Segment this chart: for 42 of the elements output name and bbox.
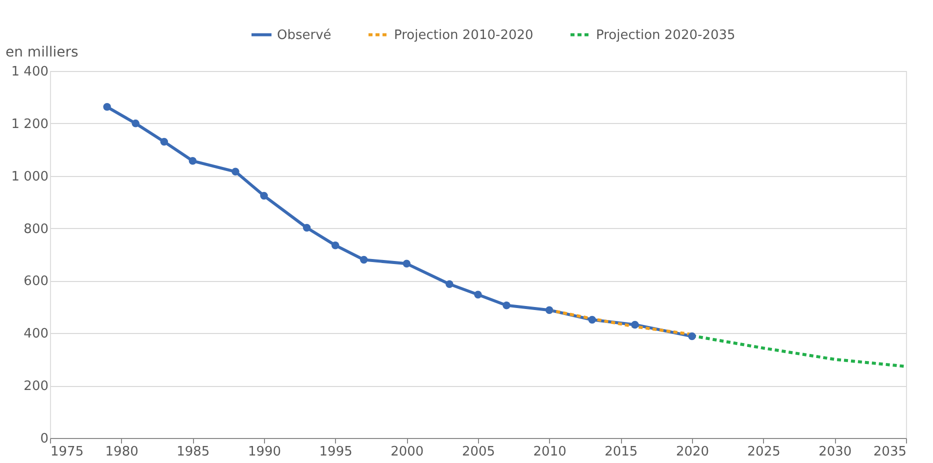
point (588, 316, 596, 324)
point (160, 138, 168, 146)
point (260, 192, 268, 200)
point (232, 168, 240, 176)
y-tick-label: 1 400 (11, 64, 48, 80)
y-axis-title: en milliers (6, 44, 78, 60)
point (474, 290, 482, 298)
legend-label: Observé (277, 28, 332, 43)
x-tick-label: 1975 (50, 444, 84, 460)
point (545, 306, 554, 314)
point (360, 256, 368, 264)
x-tick-label: 1990 (248, 444, 282, 460)
x-tick-label: 1995 (319, 444, 352, 460)
y-tick-label: 600 (24, 274, 48, 290)
legend-label: Projection 2010-2020 (394, 28, 534, 43)
point (188, 157, 197, 165)
y-tick-label: 200 (24, 379, 48, 394)
x-tick-label: 2025 (747, 444, 780, 460)
y-tick-label: 800 (24, 222, 48, 237)
y-tick-label: 1 000 (11, 169, 48, 184)
x-tick-label: 2020 (676, 444, 710, 460)
point (331, 241, 340, 250)
x-tick-label: 1980 (105, 444, 138, 460)
x-tick-label: 2030 (818, 444, 852, 460)
y-tick-label: 1 200 (11, 116, 48, 132)
x-tick-label: 2015 (604, 444, 638, 460)
legend-label: Projection 2020-2035 (596, 28, 736, 43)
x-tick-label: 2010 (533, 444, 566, 460)
point (402, 260, 411, 268)
y-tick-label: 400 (24, 326, 48, 342)
x-tick-label: 2005 (462, 444, 496, 460)
x-tick-label: 1985 (176, 444, 210, 460)
point (132, 120, 140, 128)
point (103, 103, 111, 111)
point (688, 332, 696, 340)
point (446, 280, 454, 288)
point (302, 224, 311, 232)
y-tick-label: 0 (40, 432, 48, 446)
point (502, 301, 510, 310)
x-tick-label: 2000 (390, 444, 424, 460)
x-tick-label: 2035 (873, 444, 906, 460)
point (631, 320, 639, 329)
